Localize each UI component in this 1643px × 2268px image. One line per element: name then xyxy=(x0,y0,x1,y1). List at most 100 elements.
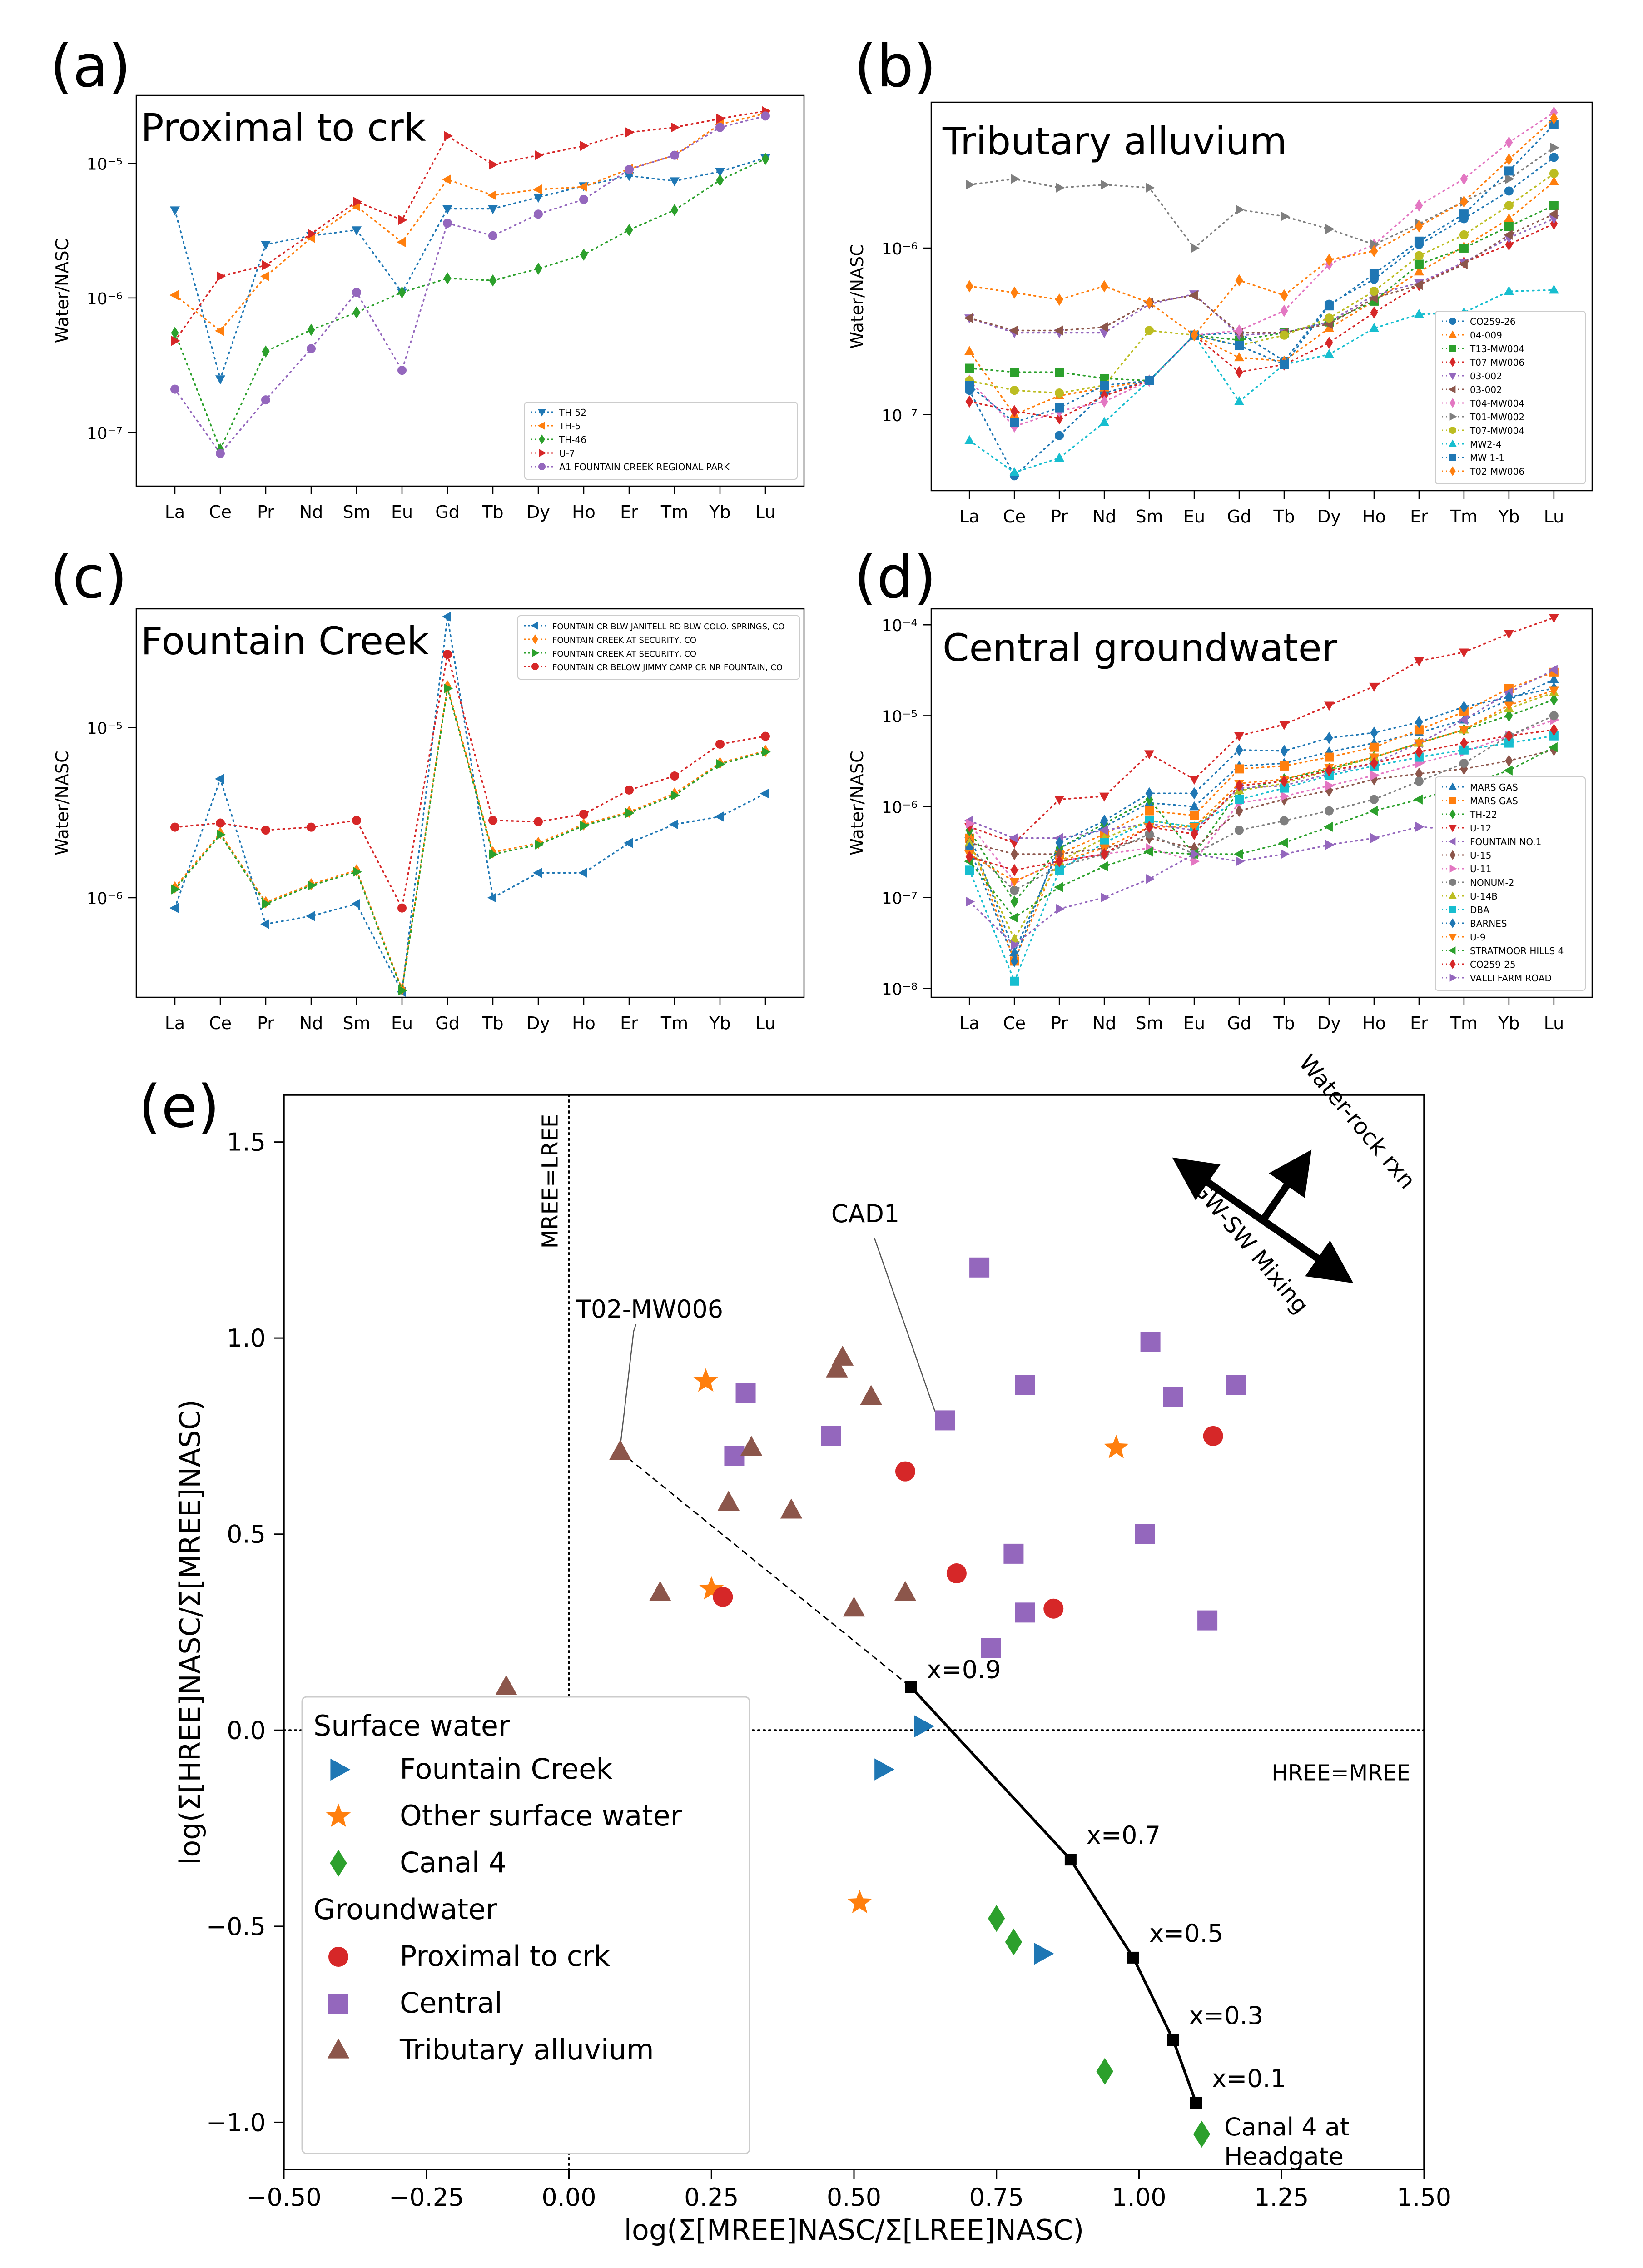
series-line xyxy=(968,124,1555,423)
data-point xyxy=(969,1257,990,1278)
data-point xyxy=(262,899,271,909)
legend-label: T13-MW004 xyxy=(1469,343,1524,354)
y-axis-label: log(Σ[HREE]NASC/Σ[MREE]NASC) xyxy=(174,1399,207,1865)
legend-label: T07-MW006 xyxy=(1469,357,1524,368)
series-line xyxy=(174,686,766,993)
data-point xyxy=(171,884,180,895)
data-point xyxy=(1505,174,1514,184)
data-point xyxy=(1146,183,1155,193)
data-point xyxy=(1325,731,1333,744)
data-point xyxy=(1459,648,1469,658)
x-tick-label: Tb xyxy=(1273,1013,1295,1033)
legend-label: TH-52 xyxy=(559,407,586,418)
data-point xyxy=(1324,806,1334,816)
mixing-point-label: x=0.5 xyxy=(1149,1919,1223,1948)
data-point xyxy=(670,204,679,216)
data-point xyxy=(442,205,452,214)
data-point xyxy=(215,774,224,784)
data-point xyxy=(307,822,316,832)
data-point xyxy=(965,395,973,408)
x-tick-label: 1.50 xyxy=(1397,2183,1451,2212)
data-point xyxy=(1190,811,1199,820)
data-point xyxy=(533,194,543,203)
legend-label: Tributary alluvium xyxy=(399,2033,654,2066)
data-point xyxy=(1414,236,1424,246)
legend-marker xyxy=(330,1850,347,1877)
mixing-line xyxy=(910,1686,1197,2104)
data-point xyxy=(260,919,269,929)
legend-marker xyxy=(1448,946,1456,955)
data-point xyxy=(874,1758,895,1781)
data-point xyxy=(1549,176,1559,186)
data-point xyxy=(1055,836,1063,849)
mixing-point xyxy=(1064,1854,1077,1866)
data-point xyxy=(353,866,362,877)
data-point xyxy=(1504,201,1514,210)
data-point xyxy=(352,288,361,297)
data-point xyxy=(946,1563,967,1584)
data-point xyxy=(1548,742,1558,752)
legend-marker xyxy=(1449,918,1456,928)
group-canal-4 xyxy=(988,1905,1211,2148)
data-point xyxy=(1324,301,1334,311)
x-tick-label: Pr xyxy=(1051,507,1068,527)
series-mw-1-1 xyxy=(965,120,1559,427)
data-point xyxy=(1203,1426,1223,1446)
series-line xyxy=(174,112,766,332)
data-point xyxy=(1279,360,1289,369)
y-tick-label: 0.0 xyxy=(227,1716,266,1745)
legend: MARS GAS MARS GAS TH-22 U-12 FOUNTAIN NO.1 U-… xyxy=(1435,776,1586,991)
data-point xyxy=(578,868,587,878)
data-point xyxy=(1504,186,1514,196)
x-tick-label: Lu xyxy=(1544,1013,1564,1033)
legend-group-heading: Surface water xyxy=(313,1709,510,1742)
x-tick-label: Eu xyxy=(391,1013,413,1033)
legend-label: 03-002 xyxy=(1470,371,1502,382)
data-point xyxy=(1280,775,1288,788)
data-point xyxy=(443,219,452,228)
data-point xyxy=(1549,153,1559,162)
panel-title: Fountain Creek xyxy=(141,619,429,663)
data-point xyxy=(1549,120,1559,129)
legend-marker xyxy=(532,649,540,657)
series-line xyxy=(968,678,1555,955)
legend-label: FOUNTAIN CR BELOW JIMMY CAMP CR NR FOUNT… xyxy=(552,663,783,672)
data-point xyxy=(215,375,225,385)
data-point xyxy=(780,1498,803,1519)
data-point xyxy=(1235,826,1244,835)
x-tick-label: Dy xyxy=(526,502,550,522)
data-point xyxy=(1145,326,1154,335)
data-point xyxy=(398,286,406,299)
series-line xyxy=(968,719,1555,883)
legend-label: FOUNTAIN CREEK AT SECURITY, CO xyxy=(552,649,696,659)
data-point xyxy=(217,830,226,840)
y-axis-label: Water/NASC xyxy=(52,239,72,343)
y-tick-label: 0.5 xyxy=(227,1520,266,1549)
series-u-7 xyxy=(171,106,771,346)
data-point xyxy=(1370,239,1380,250)
data-point xyxy=(169,903,179,913)
data-point xyxy=(1280,304,1288,317)
data-point xyxy=(1550,723,1558,736)
panel-title: Tributary alluvium xyxy=(942,119,1287,164)
x-tick-label: Er xyxy=(620,1013,638,1033)
data-point xyxy=(1505,709,1513,722)
data-point xyxy=(826,1357,848,1378)
series-line xyxy=(968,218,1555,336)
data-point xyxy=(625,165,634,174)
t02-label: T02-MW006 xyxy=(576,1295,723,1323)
data-point xyxy=(1503,229,1513,240)
data-point xyxy=(1009,912,1018,923)
data-point xyxy=(831,1345,854,1366)
data-point xyxy=(1325,337,1333,349)
data-point xyxy=(260,271,269,282)
data-point xyxy=(1548,665,1558,675)
data-point xyxy=(1191,849,1200,860)
data-point xyxy=(1505,153,1513,166)
data-point xyxy=(1145,296,1153,309)
data-point xyxy=(1010,418,1019,427)
legend-label: FOUNTAIN NO.1 xyxy=(1470,836,1541,847)
x-tick-label: Dy xyxy=(526,1013,550,1033)
legend-box xyxy=(1435,776,1586,991)
series-line xyxy=(968,687,1555,964)
